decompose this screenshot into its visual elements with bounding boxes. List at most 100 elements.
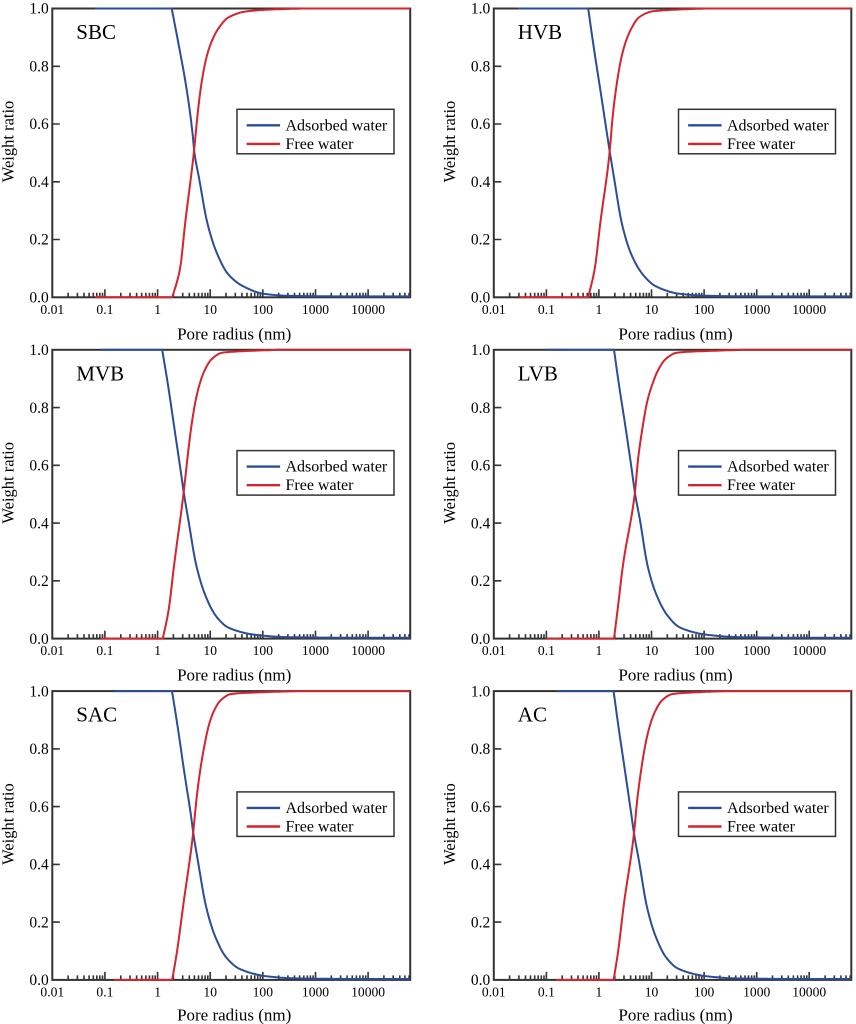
svg-text:Adsorbed water: Adsorbed water <box>286 800 388 817</box>
svg-text:Weight ratio: Weight ratio <box>440 442 459 524</box>
svg-text:Pore radius (nm): Pore radius (nm) <box>177 324 291 343</box>
svg-text:0.8: 0.8 <box>471 741 491 758</box>
svg-text:0.2: 0.2 <box>29 232 48 249</box>
svg-text:Adsorbed water: Adsorbed water <box>727 117 829 134</box>
svg-text:Weight ratio: Weight ratio <box>440 783 459 865</box>
svg-text:1: 1 <box>154 302 161 317</box>
svg-text:10000: 10000 <box>792 302 826 317</box>
svg-text:1: 1 <box>154 643 161 658</box>
svg-text:1000: 1000 <box>302 302 329 317</box>
svg-text:100: 100 <box>253 302 274 317</box>
svg-text:0.2: 0.2 <box>471 573 490 590</box>
svg-text:10000: 10000 <box>351 302 385 317</box>
svg-text:Free water: Free water <box>727 136 796 153</box>
svg-text:10: 10 <box>203 302 217 317</box>
svg-text:0.01: 0.01 <box>482 643 506 658</box>
svg-text:0.01: 0.01 <box>40 643 64 658</box>
svg-text:Free water: Free water <box>286 477 355 494</box>
svg-text:1: 1 <box>596 643 603 658</box>
svg-text:Pore radius (nm): Pore radius (nm) <box>618 1005 732 1024</box>
svg-text:1000: 1000 <box>302 984 329 999</box>
svg-text:0.01: 0.01 <box>40 984 64 999</box>
svg-text:10: 10 <box>645 643 659 658</box>
svg-text:Weight ratio: Weight ratio <box>0 783 17 865</box>
svg-text:0.0: 0.0 <box>29 631 49 648</box>
svg-text:0.1: 0.1 <box>538 643 555 658</box>
svg-text:0.1: 0.1 <box>538 302 555 317</box>
svg-text:0.01: 0.01 <box>482 984 506 999</box>
svg-text:Adsorbed water: Adsorbed water <box>727 459 829 476</box>
svg-text:Adsorbed water: Adsorbed water <box>286 117 388 134</box>
svg-text:1: 1 <box>596 984 603 999</box>
svg-text:0.8: 0.8 <box>29 59 49 76</box>
svg-text:0.8: 0.8 <box>471 400 491 417</box>
svg-text:SBC: SBC <box>76 20 116 44</box>
svg-text:0.1: 0.1 <box>538 984 555 999</box>
svg-text:0.4: 0.4 <box>471 515 491 532</box>
svg-text:0.6: 0.6 <box>471 799 491 816</box>
svg-text:Pore radius (nm): Pore radius (nm) <box>177 666 291 685</box>
svg-text:100: 100 <box>694 984 715 999</box>
svg-text:Adsorbed water: Adsorbed water <box>286 459 388 476</box>
svg-text:1000: 1000 <box>743 643 770 658</box>
svg-text:Pore radius (nm): Pore radius (nm) <box>177 1005 291 1024</box>
svg-text:0.6: 0.6 <box>29 116 49 133</box>
svg-text:Pore radius (nm): Pore radius (nm) <box>618 666 732 685</box>
svg-text:Weight ratio: Weight ratio <box>440 101 459 183</box>
svg-text:0.2: 0.2 <box>471 232 490 249</box>
svg-text:LVB: LVB <box>518 361 558 385</box>
svg-text:Weight ratio: Weight ratio <box>0 442 17 524</box>
svg-text:0.2: 0.2 <box>471 914 490 931</box>
svg-text:Free water: Free water <box>727 477 796 494</box>
svg-text:10000: 10000 <box>792 984 826 999</box>
svg-text:1: 1 <box>596 302 603 317</box>
svg-text:0.8: 0.8 <box>29 400 49 417</box>
svg-text:0.01: 0.01 <box>482 302 506 317</box>
svg-text:1.0: 1.0 <box>29 342 49 359</box>
svg-text:1000: 1000 <box>302 643 329 658</box>
svg-text:Adsorbed water: Adsorbed water <box>727 800 829 817</box>
svg-text:0.01: 0.01 <box>40 302 64 317</box>
svg-text:1.0: 1.0 <box>29 683 49 700</box>
svg-text:1000: 1000 <box>743 984 770 999</box>
svg-text:0.4: 0.4 <box>29 515 49 532</box>
svg-text:100: 100 <box>253 984 274 999</box>
svg-text:0.6: 0.6 <box>29 458 49 475</box>
svg-text:1.0: 1.0 <box>29 1 49 18</box>
svg-text:Pore radius (nm): Pore radius (nm) <box>618 324 732 343</box>
svg-text:0.4: 0.4 <box>29 174 49 191</box>
svg-text:1: 1 <box>154 984 161 999</box>
svg-text:1000: 1000 <box>743 302 770 317</box>
svg-text:Free water: Free water <box>286 819 355 836</box>
svg-text:Free water: Free water <box>727 819 796 836</box>
svg-text:1.0: 1.0 <box>471 683 491 700</box>
svg-text:0.2: 0.2 <box>29 573 48 590</box>
svg-text:0.1: 0.1 <box>96 984 113 999</box>
svg-text:0.4: 0.4 <box>471 174 491 191</box>
svg-text:10000: 10000 <box>351 643 385 658</box>
svg-text:0.0: 0.0 <box>471 631 491 648</box>
svg-text:100: 100 <box>694 643 715 658</box>
svg-text:0.2: 0.2 <box>29 914 48 931</box>
svg-text:10000: 10000 <box>792 643 826 658</box>
svg-text:10: 10 <box>203 643 217 658</box>
svg-text:100: 100 <box>694 302 715 317</box>
svg-text:10: 10 <box>645 984 659 999</box>
svg-text:100: 100 <box>253 643 274 658</box>
svg-text:AC: AC <box>518 703 547 727</box>
svg-text:10: 10 <box>645 302 659 317</box>
svg-text:0.8: 0.8 <box>29 741 49 758</box>
svg-text:Free water: Free water <box>286 136 355 153</box>
svg-text:1.0: 1.0 <box>471 342 491 359</box>
svg-text:SAC: SAC <box>76 703 117 727</box>
svg-text:0.4: 0.4 <box>471 857 491 874</box>
svg-text:1.0: 1.0 <box>471 1 491 18</box>
svg-text:0.6: 0.6 <box>471 116 491 133</box>
svg-text:10000: 10000 <box>351 984 385 999</box>
svg-text:10: 10 <box>203 984 217 999</box>
svg-text:0.1: 0.1 <box>96 302 113 317</box>
svg-text:Weight ratio: Weight ratio <box>0 101 17 183</box>
svg-text:0.0: 0.0 <box>471 972 491 989</box>
svg-text:0.0: 0.0 <box>29 290 49 307</box>
svg-text:0.4: 0.4 <box>29 857 49 874</box>
